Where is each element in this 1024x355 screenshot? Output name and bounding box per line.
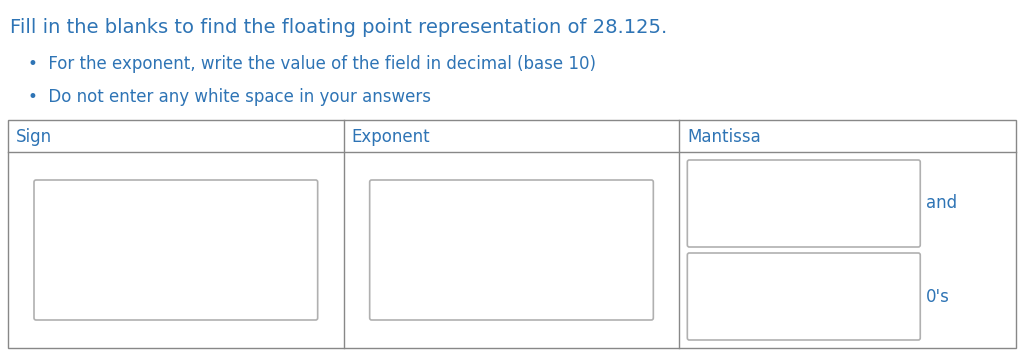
Text: Mantissa: Mantissa — [687, 128, 761, 146]
Text: Fill in the blanks to find the floating point representation of 28.125.: Fill in the blanks to find the floating … — [10, 18, 668, 37]
Text: 0's: 0's — [927, 288, 950, 306]
Bar — [8, 120, 1016, 348]
Text: Sign: Sign — [16, 128, 52, 146]
Text: •  For the exponent, write the value of the field in decimal (base 10): • For the exponent, write the value of t… — [28, 55, 596, 73]
Text: Exponent: Exponent — [351, 128, 430, 146]
Text: •  Do not enter any white space in your answers: • Do not enter any white space in your a… — [28, 88, 431, 106]
FancyBboxPatch shape — [687, 160, 921, 247]
FancyBboxPatch shape — [34, 180, 317, 320]
FancyBboxPatch shape — [370, 180, 653, 320]
FancyBboxPatch shape — [687, 253, 921, 340]
Text: and: and — [927, 195, 957, 213]
